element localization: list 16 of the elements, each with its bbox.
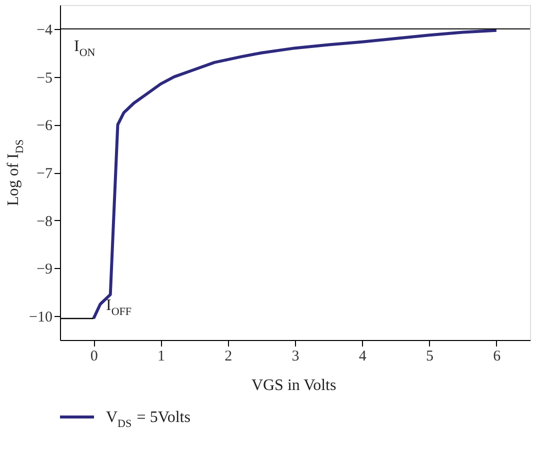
x-tick-label: 1: [157, 348, 165, 364]
y-axis-title: Log of IDS: [5, 139, 26, 206]
x-tick-label: 6: [493, 348, 502, 364]
x-tick-label: 5: [426, 348, 434, 364]
y-tick-label: −7: [36, 166, 53, 182]
x-tick-label: 4: [358, 348, 367, 364]
y-tick-label: −10: [29, 310, 52, 326]
x-tick-label: 2: [224, 348, 232, 364]
y-tick-label: −5: [36, 70, 52, 86]
y-tick-label: −6: [36, 118, 53, 134]
y-tick-label: −8: [36, 214, 52, 230]
x-tick-label: 3: [292, 348, 300, 364]
y-tick-label: −9: [36, 262, 52, 278]
x-tick-label: 0: [90, 348, 98, 364]
y-tick-label: −4: [36, 22, 53, 38]
x-axis-title: VGS in Volts: [251, 377, 336, 394]
